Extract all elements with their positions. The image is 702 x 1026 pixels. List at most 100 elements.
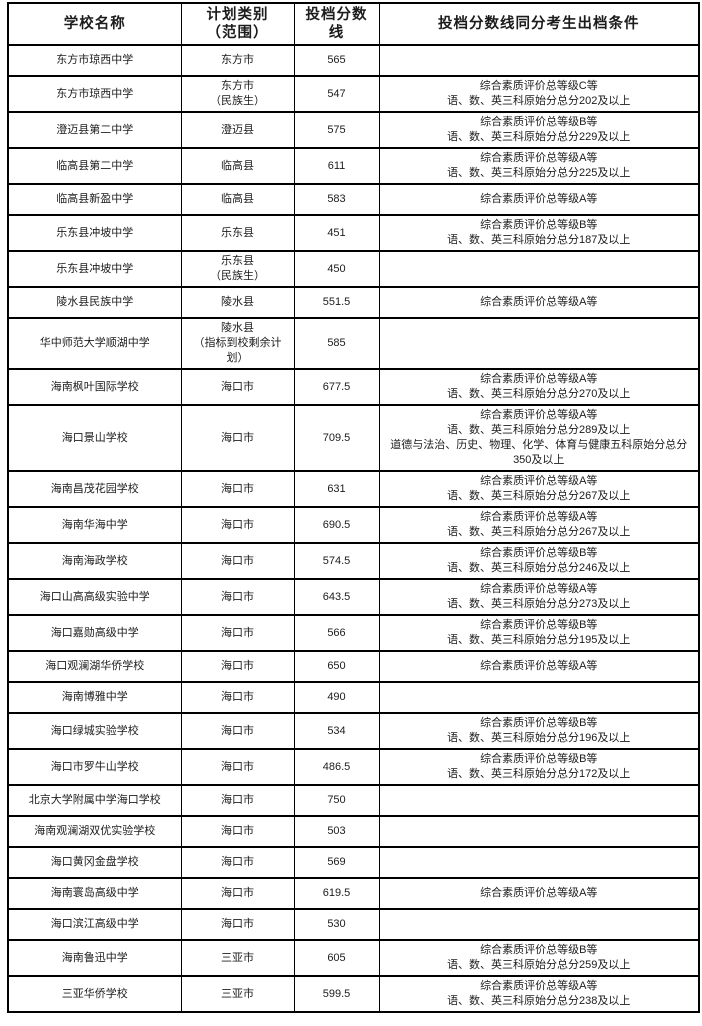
tie-break-conditions: 综合素质评价总等级B等 语、数、英三科原始分总分246及以上: [378, 542, 700, 580]
table-row: 海口观澜湖华侨学校 海口市 650 综合素质评价总等级A等: [7, 650, 700, 683]
school-name: 海口山高高级实验中学: [7, 578, 182, 616]
score-line: 551.5: [293, 286, 380, 319]
table-row: 海南鲁迅中学 三亚市 605 综合素质评价总等级B等 语、数、英三科原始分总分2…: [7, 939, 700, 977]
tie-break-conditions: [378, 815, 700, 848]
table-row: 海南寰岛高级中学 海口市 619.5 综合素质评价总等级A等: [7, 877, 700, 910]
school-name: 三亚华侨学校: [7, 975, 182, 1013]
school-name: 陵水县民族中学: [7, 286, 182, 319]
tie-break-conditions: 综合素质评价总等级A等 语、数、英三科原始分总分289及以上 道德与法治、历史、…: [378, 404, 700, 472]
score-line: 611: [293, 147, 380, 185]
score-line: 534: [293, 712, 380, 750]
table-row: 海口黄冈金盘学校 海口市 569: [7, 846, 700, 879]
plan-category: 临高县: [180, 183, 295, 216]
tie-break-conditions: 综合素质评价总等级B等 语、数、英三科原始分总分187及以上: [378, 214, 700, 252]
school-name: 海南观澜湖双优实验学校: [7, 815, 182, 848]
tie-break-conditions: 综合素质评价总等级A等 语、数、英三科原始分总分270及以上: [378, 368, 700, 406]
score-line: 530: [293, 908, 380, 941]
score-line: 575: [293, 111, 380, 149]
table-row: 海南昌茂花园学校 海口市 631 综合素质评价总等级A等 语、数、英三科原始分总…: [7, 470, 700, 508]
table-row: 临高县第二中学 临高县 611 综合素质评价总等级A等 语、数、英三科原始分总分…: [7, 147, 700, 185]
plan-category: 海口市: [180, 506, 295, 544]
tie-break-conditions: 综合素质评价总等级A等: [378, 877, 700, 910]
score-line: 503: [293, 815, 380, 848]
school-name: 海南枫叶国际学校: [7, 368, 182, 406]
school-name: 海南华海中学: [7, 506, 182, 544]
tie-break-conditions: 综合素质评价总等级B等 语、数、英三科原始分总分229及以上: [378, 111, 700, 149]
school-name: 海口景山学校: [7, 404, 182, 472]
table-row: 海南枫叶国际学校 海口市 677.5 综合素质评价总等级A等 语、数、英三科原始…: [7, 368, 700, 406]
score-line: 643.5: [293, 578, 380, 616]
school-name: 海南海政学校: [7, 542, 182, 580]
score-line: 566: [293, 614, 380, 652]
score-line: 750: [293, 784, 380, 817]
table-row: 海南观澜湖双优实验学校 海口市 503: [7, 815, 700, 848]
score-line: 650: [293, 650, 380, 683]
plan-category: 三亚市: [180, 975, 295, 1013]
table-row: 北京大学附属中学海口学校 海口市 750: [7, 784, 700, 817]
school-name: 海口观澜湖华侨学校: [7, 650, 182, 683]
plan-category: 乐东县: [180, 214, 295, 252]
table-row: 东方市琼西中学 东方市 565: [7, 44, 700, 77]
plan-category: 海口市: [180, 815, 295, 848]
score-line: 709.5: [293, 404, 380, 472]
tie-break-conditions: 综合素质评价总等级A等: [378, 183, 700, 216]
tie-break-conditions: 综合素质评价总等级A等 语、数、英三科原始分总分267及以上: [378, 506, 700, 544]
plan-category: 海口市: [180, 784, 295, 817]
admission-score-table: 学校名称 计划类别 （范围） 投档分数线 投档分数线同分考生出档条件 东方市琼西…: [7, 2, 700, 1013]
plan-category: 海口市: [180, 846, 295, 879]
score-line: 599.5: [293, 975, 380, 1013]
plan-category: 海口市: [180, 542, 295, 580]
plan-category: 海口市: [180, 650, 295, 683]
table-row: 海南海政学校 海口市 574.5 综合素质评价总等级B等 语、数、英三科原始分总…: [7, 542, 700, 580]
tie-break-conditions: 综合素质评价总等级B等 语、数、英三科原始分总分196及以上: [378, 712, 700, 750]
score-line: 631: [293, 470, 380, 508]
table-row: 海口市罗牛山学校 海口市 486.5 综合素质评价总等级B等 语、数、英三科原始…: [7, 748, 700, 786]
school-name: 海南博雅中学: [7, 681, 182, 714]
score-line: 583: [293, 183, 380, 216]
score-line: 574.5: [293, 542, 380, 580]
plan-category: 海口市: [180, 578, 295, 616]
tie-break-conditions: 综合素质评价总等级B等 语、数、英三科原始分总分195及以上: [378, 614, 700, 652]
table-row: 海南华海中学 海口市 690.5 综合素质评价总等级A等 语、数、英三科原始分总…: [7, 506, 700, 544]
plan-category: 海口市: [180, 681, 295, 714]
table-row: 海南博雅中学 海口市 490: [7, 681, 700, 714]
header-score-line: 投档分数线: [293, 2, 380, 46]
school-name: 海口嘉勋高级中学: [7, 614, 182, 652]
tie-break-conditions: [378, 317, 700, 370]
school-name: 海口绿城实验学校: [7, 712, 182, 750]
tie-break-conditions: 综合素质评价总等级A等: [378, 286, 700, 319]
tie-break-conditions: 综合素质评价总等级B等 语、数、英三科原始分总分172及以上: [378, 748, 700, 786]
school-name: 临高县新盈中学: [7, 183, 182, 216]
tie-break-conditions: [378, 681, 700, 714]
tie-break-conditions: [378, 908, 700, 941]
tie-break-conditions: 综合素质评价总等级A等 语、数、英三科原始分总分273及以上: [378, 578, 700, 616]
tie-break-conditions: 综合素质评价总等级A等 语、数、英三科原始分总分238及以上: [378, 975, 700, 1013]
plan-category: 海口市: [180, 877, 295, 910]
school-name: 海口黄冈金盘学校: [7, 846, 182, 879]
plan-category: 陵水县 （指标到校剩余计划）: [180, 317, 295, 370]
plan-category: 海口市: [180, 712, 295, 750]
plan-category: 东方市 （民族生）: [180, 75, 295, 113]
table-row: 海口山高高级实验中学 海口市 643.5 综合素质评价总等级A等 语、数、英三科…: [7, 578, 700, 616]
score-line: 605: [293, 939, 380, 977]
table-row: 海口嘉勋高级中学 海口市 566 综合素质评价总等级B等 语、数、英三科原始分总…: [7, 614, 700, 652]
plan-category: 三亚市: [180, 939, 295, 977]
plan-category: 海口市: [180, 748, 295, 786]
score-line: 450: [293, 250, 380, 288]
header-school-name: 学校名称: [7, 2, 182, 46]
table-row: 东方市琼西中学 东方市 （民族生） 547 综合素质评价总等级C等 语、数、英三…: [7, 75, 700, 113]
tie-break-conditions: 综合素质评价总等级B等 语、数、英三科原始分总分259及以上: [378, 939, 700, 977]
plan-category: 海口市: [180, 368, 295, 406]
score-line: 547: [293, 75, 380, 113]
tie-break-conditions: 综合素质评价总等级C等 语、数、英三科原始分总分202及以上: [378, 75, 700, 113]
plan-category: 陵水县: [180, 286, 295, 319]
score-line: 569: [293, 846, 380, 879]
table-row: 三亚华侨学校 三亚市 599.5 综合素质评价总等级A等 语、数、英三科原始分总…: [7, 975, 700, 1013]
school-name: 海南寰岛高级中学: [7, 877, 182, 910]
table-row: 临高县新盈中学 临高县 583 综合素质评价总等级A等: [7, 183, 700, 216]
table-row: 华中师范大学顺湖中学 陵水县 （指标到校剩余计划） 585: [7, 317, 700, 370]
school-name: 临高县第二中学: [7, 147, 182, 185]
score-line: 585: [293, 317, 380, 370]
school-name: 北京大学附属中学海口学校: [7, 784, 182, 817]
